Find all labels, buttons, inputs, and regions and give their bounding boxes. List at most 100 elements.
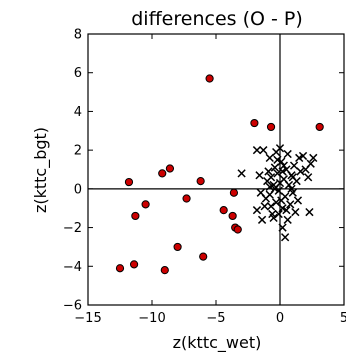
x-marker-stroke <box>306 159 315 168</box>
data-point-x <box>270 184 280 193</box>
data-point-circle <box>182 194 191 203</box>
x-marker-stroke <box>292 176 301 186</box>
x-marker-stroke <box>272 198 281 207</box>
x-marker-stroke <box>264 167 273 176</box>
data-point-x <box>272 198 281 207</box>
data-point-x <box>280 233 290 242</box>
x-marker-stroke <box>273 155 282 164</box>
data-point-circle <box>233 225 242 234</box>
x-marker-stroke <box>274 186 283 195</box>
x-marker-stroke <box>259 146 268 155</box>
x-tick-label: −15 <box>74 311 101 326</box>
x-marker-stroke <box>287 184 296 193</box>
data-point-x <box>309 153 318 163</box>
x-axis-label: z(kttc_wet) <box>173 333 262 353</box>
chart-title: differences (O - P) <box>131 8 303 30</box>
data-point-x <box>277 196 286 205</box>
data-point-x <box>257 215 267 224</box>
x-marker-stroke <box>309 153 318 163</box>
x-marker-stroke <box>268 209 277 219</box>
data-point-circle <box>165 164 175 173</box>
data-point-x <box>260 202 269 211</box>
x-marker-stroke <box>291 207 300 217</box>
x-marker-stroke <box>252 206 262 215</box>
x-marker-stroke <box>266 202 276 211</box>
data-point-circle <box>160 266 169 275</box>
data-point-x <box>270 163 280 172</box>
x-axis-ticks: −15 −10 −5 0 5 <box>74 34 346 326</box>
x-marker-stroke <box>265 182 274 192</box>
data-point-x <box>259 146 268 155</box>
data-point-x <box>266 202 276 211</box>
x-marker-stroke <box>252 146 262 155</box>
x-marker-stroke <box>277 196 286 205</box>
x-tick-label: 5 <box>340 311 346 326</box>
x-tick-label: −5 <box>206 311 225 326</box>
data-point-circle <box>141 200 150 209</box>
x-marker-stroke <box>277 157 286 166</box>
x-marker-stroke <box>305 207 314 217</box>
y-tick-label: 6 <box>74 66 82 81</box>
data-point-circle <box>124 177 134 187</box>
data-point-circle <box>199 252 208 261</box>
data-point-x <box>305 207 314 217</box>
data-point-circle <box>196 177 205 186</box>
y-tick-label: 4 <box>74 105 82 120</box>
x-marker-stroke <box>256 188 265 197</box>
data-point-x <box>273 169 282 178</box>
x-marker-stroke <box>274 209 283 219</box>
x-marker-stroke <box>270 163 280 172</box>
x-marker-stroke <box>283 215 292 224</box>
x-marker-stroke <box>296 167 305 176</box>
y-tick-label: 2 <box>74 144 82 159</box>
data-point-circle <box>173 242 182 252</box>
x-marker-stroke <box>293 196 303 205</box>
y-axis-label: z(kttc_bgt) <box>31 127 51 213</box>
data-point-x <box>252 206 262 215</box>
data-point-x <box>291 207 300 217</box>
data-point-x <box>287 184 296 193</box>
data-point-x <box>266 173 276 182</box>
x-marker-stroke <box>278 204 287 213</box>
data-point-x <box>255 171 264 180</box>
data-point-x <box>269 213 278 223</box>
data-point-x <box>288 173 297 182</box>
y-tick-label: 0 <box>74 182 82 197</box>
data-point-x <box>306 159 315 168</box>
y-tick-label: −6 <box>63 299 82 314</box>
data-point-x <box>296 167 305 176</box>
x-marker-stroke <box>286 200 295 209</box>
data-point-x <box>265 182 274 192</box>
data-point-x <box>298 151 308 161</box>
data-point-x <box>265 153 274 163</box>
x-marker-stroke <box>278 167 287 176</box>
x-marker-stroke <box>278 223 287 232</box>
y-tick-label: 8 <box>74 28 82 43</box>
y-axis-ticks: 8 6 4 2 0 −2 −4 −6 <box>63 28 344 314</box>
x-marker-stroke <box>266 173 276 182</box>
data-point-circle <box>266 122 276 132</box>
x-marker-stroke <box>260 202 269 211</box>
data-point-circle <box>115 264 125 273</box>
x-marker-stroke <box>280 233 290 242</box>
data-point-circle <box>205 74 214 83</box>
data-point-x <box>237 169 246 178</box>
x-marker-stroke <box>273 169 282 178</box>
x-marker-stroke <box>279 161 288 170</box>
x-marker-stroke <box>269 213 278 223</box>
x-marker-stroke <box>257 215 267 224</box>
data-point-x <box>264 167 273 176</box>
data-point-x <box>286 200 295 209</box>
y-tick-label: −2 <box>63 221 82 236</box>
x-marker-stroke <box>284 180 294 190</box>
data-point-circle <box>250 118 259 128</box>
data-point-circle <box>229 188 239 197</box>
data-point-x <box>282 206 291 215</box>
data-point-x <box>304 173 313 182</box>
data-point-circle <box>131 211 140 221</box>
x-marker-stroke <box>283 149 292 159</box>
x-marker-stroke <box>237 169 246 178</box>
x-marker-stroke <box>298 151 308 161</box>
data-point-circle <box>315 122 324 132</box>
